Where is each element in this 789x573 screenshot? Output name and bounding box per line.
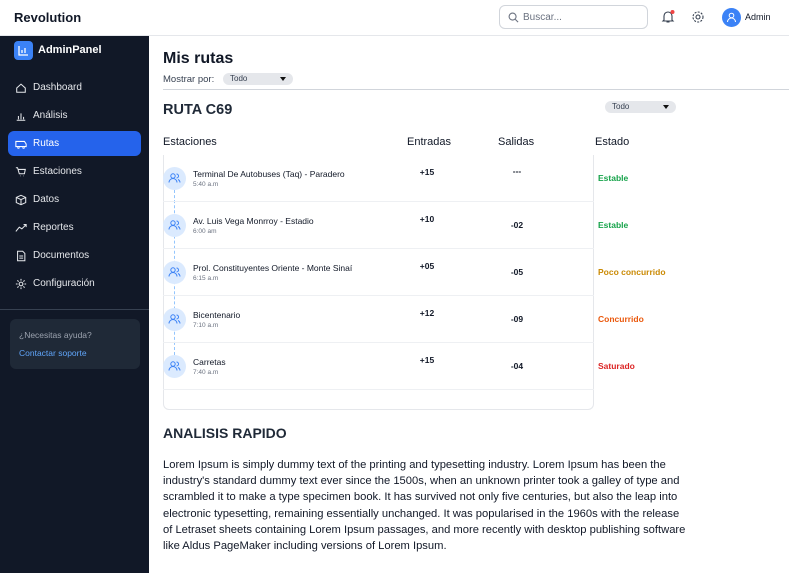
search[interactable]: Buscar... xyxy=(499,5,648,29)
column-header: Estado xyxy=(595,136,630,148)
column-header: Entradas xyxy=(407,136,452,148)
sidebar-brand: AdminPanel xyxy=(38,44,102,56)
exits: -02 xyxy=(510,220,524,230)
nav-label: Rutas xyxy=(33,138,60,149)
entries: +15 xyxy=(419,167,435,177)
filter-select[interactable]: Todo xyxy=(223,73,293,85)
nav-item[interactable]: Datos xyxy=(8,187,141,212)
filter-label: Mostrar por: xyxy=(163,74,215,85)
station-name: Prol. Constituyentes Oriente - Monte Sin… xyxy=(193,263,353,273)
nav-icon xyxy=(15,194,27,205)
people-icon xyxy=(168,267,181,277)
station-name: Av. Luis Vega Monrroy - Estadio xyxy=(193,216,314,226)
status: Poco concurrido xyxy=(598,267,666,277)
route-row: Bicentenario 7:10 a.m +12 -09 Concurrido xyxy=(163,296,644,343)
people-icon xyxy=(168,361,181,371)
topbar: Revolution Buscar... Admin xyxy=(0,0,789,36)
route-card xyxy=(163,155,594,410)
route-row: Terminal De Autobuses (Taq) - Paradero 5:… xyxy=(163,155,628,202)
station-time: 6:00 am xyxy=(193,228,217,235)
station-time: 7:10 a.m xyxy=(193,322,219,329)
logo xyxy=(14,41,33,60)
station-icon xyxy=(163,308,186,331)
user-name: Admin xyxy=(745,12,771,22)
entries: +05 xyxy=(419,261,435,271)
exits: -04 xyxy=(510,361,524,371)
route-filter[interactable]: Todo xyxy=(605,101,676,113)
route-title: RUTA C69 xyxy=(163,102,233,118)
divider xyxy=(163,89,789,90)
status: Saturado xyxy=(598,361,635,371)
people-icon xyxy=(168,173,181,183)
nav-label: Dashboard xyxy=(33,82,82,93)
people-icon xyxy=(168,220,181,230)
analysis-title: ANALISIS RAPIDO xyxy=(163,425,287,441)
search-placeholder: Buscar... xyxy=(523,12,562,23)
nav-item[interactable]: Configuración xyxy=(8,271,141,296)
nav-icon xyxy=(15,278,27,289)
status: Estable xyxy=(598,220,629,230)
help-link[interactable]: Contactar soporte xyxy=(19,348,87,358)
nav-label: Reportes xyxy=(33,222,74,233)
nav-icon xyxy=(16,112,26,121)
nav-label: Estaciones xyxy=(33,166,82,177)
station-time: 6:15 a.m xyxy=(193,275,219,282)
exits: --- xyxy=(512,166,522,176)
divider xyxy=(0,309,149,310)
entries: +12 xyxy=(419,308,435,318)
station-icon xyxy=(163,214,186,237)
station-name: Carretas xyxy=(193,357,226,367)
notifications[interactable] xyxy=(661,10,675,24)
analysis-text: Lorem Ipsum is simply dummy text of the … xyxy=(163,459,686,553)
page-title: Mis rutas xyxy=(163,50,234,67)
nav-item[interactable]: Rutas xyxy=(8,131,141,156)
nav-icon xyxy=(16,82,26,93)
station-icon xyxy=(163,355,186,378)
sidebar: AdminPanel Dashboard Análisis Rutas Estacio… xyxy=(0,36,149,573)
route-row: Carretas 7:40 a.m +15 -04 Saturado xyxy=(163,343,635,390)
station-icon xyxy=(163,261,186,284)
station-time: 5:40 a.m xyxy=(193,181,219,188)
station-time: 7:40 a.m xyxy=(193,369,219,376)
station-icon xyxy=(163,167,186,190)
status: Estable xyxy=(598,173,629,183)
nav-item[interactable]: Reportes xyxy=(8,215,141,240)
exits: -05 xyxy=(510,267,524,277)
filter-value: Todo xyxy=(230,74,248,83)
route-row: Prol. Constituyentes Oriente - Monte Sin… xyxy=(163,249,666,296)
nav-label: Análisis xyxy=(33,110,68,121)
nav-label: Datos xyxy=(33,194,60,205)
exits: -09 xyxy=(510,314,524,324)
column-header: Salidas xyxy=(498,136,535,148)
status: Concurrido xyxy=(598,314,644,324)
nav-item[interactable]: Dashboard xyxy=(8,75,141,100)
station-name: Terminal De Autobuses (Taq) - Paradero xyxy=(193,169,345,179)
help-card: ¿Necesitas ayuda? Contactar soporte xyxy=(10,319,140,369)
entries: +15 xyxy=(419,355,435,365)
brand: Revolution xyxy=(14,10,82,25)
station-name: Bicentenario xyxy=(193,310,241,320)
nav-item[interactable]: Estaciones xyxy=(8,159,141,184)
avatar[interactable] xyxy=(722,8,741,27)
nav-icon xyxy=(17,250,26,261)
settings[interactable] xyxy=(691,10,705,24)
column-header: Estaciones xyxy=(163,136,217,148)
help-question: ¿Necesitas ayuda? xyxy=(19,330,92,340)
nav-item[interactable]: Documentos xyxy=(8,243,141,268)
entries: +10 xyxy=(419,214,435,224)
route-filter-value: Todo xyxy=(612,102,630,111)
nav-label: Documentos xyxy=(33,250,90,261)
search-icon xyxy=(508,12,519,23)
nav-label: Configuración xyxy=(33,278,95,289)
nav-icon xyxy=(15,166,26,176)
people-icon xyxy=(168,314,181,324)
nav-icon xyxy=(15,223,27,232)
route-row: Av. Luis Vega Monrroy - Estadio 6:00 am +1… xyxy=(163,202,628,249)
nav-item[interactable]: Análisis xyxy=(8,103,141,128)
nav-icon xyxy=(15,140,27,149)
